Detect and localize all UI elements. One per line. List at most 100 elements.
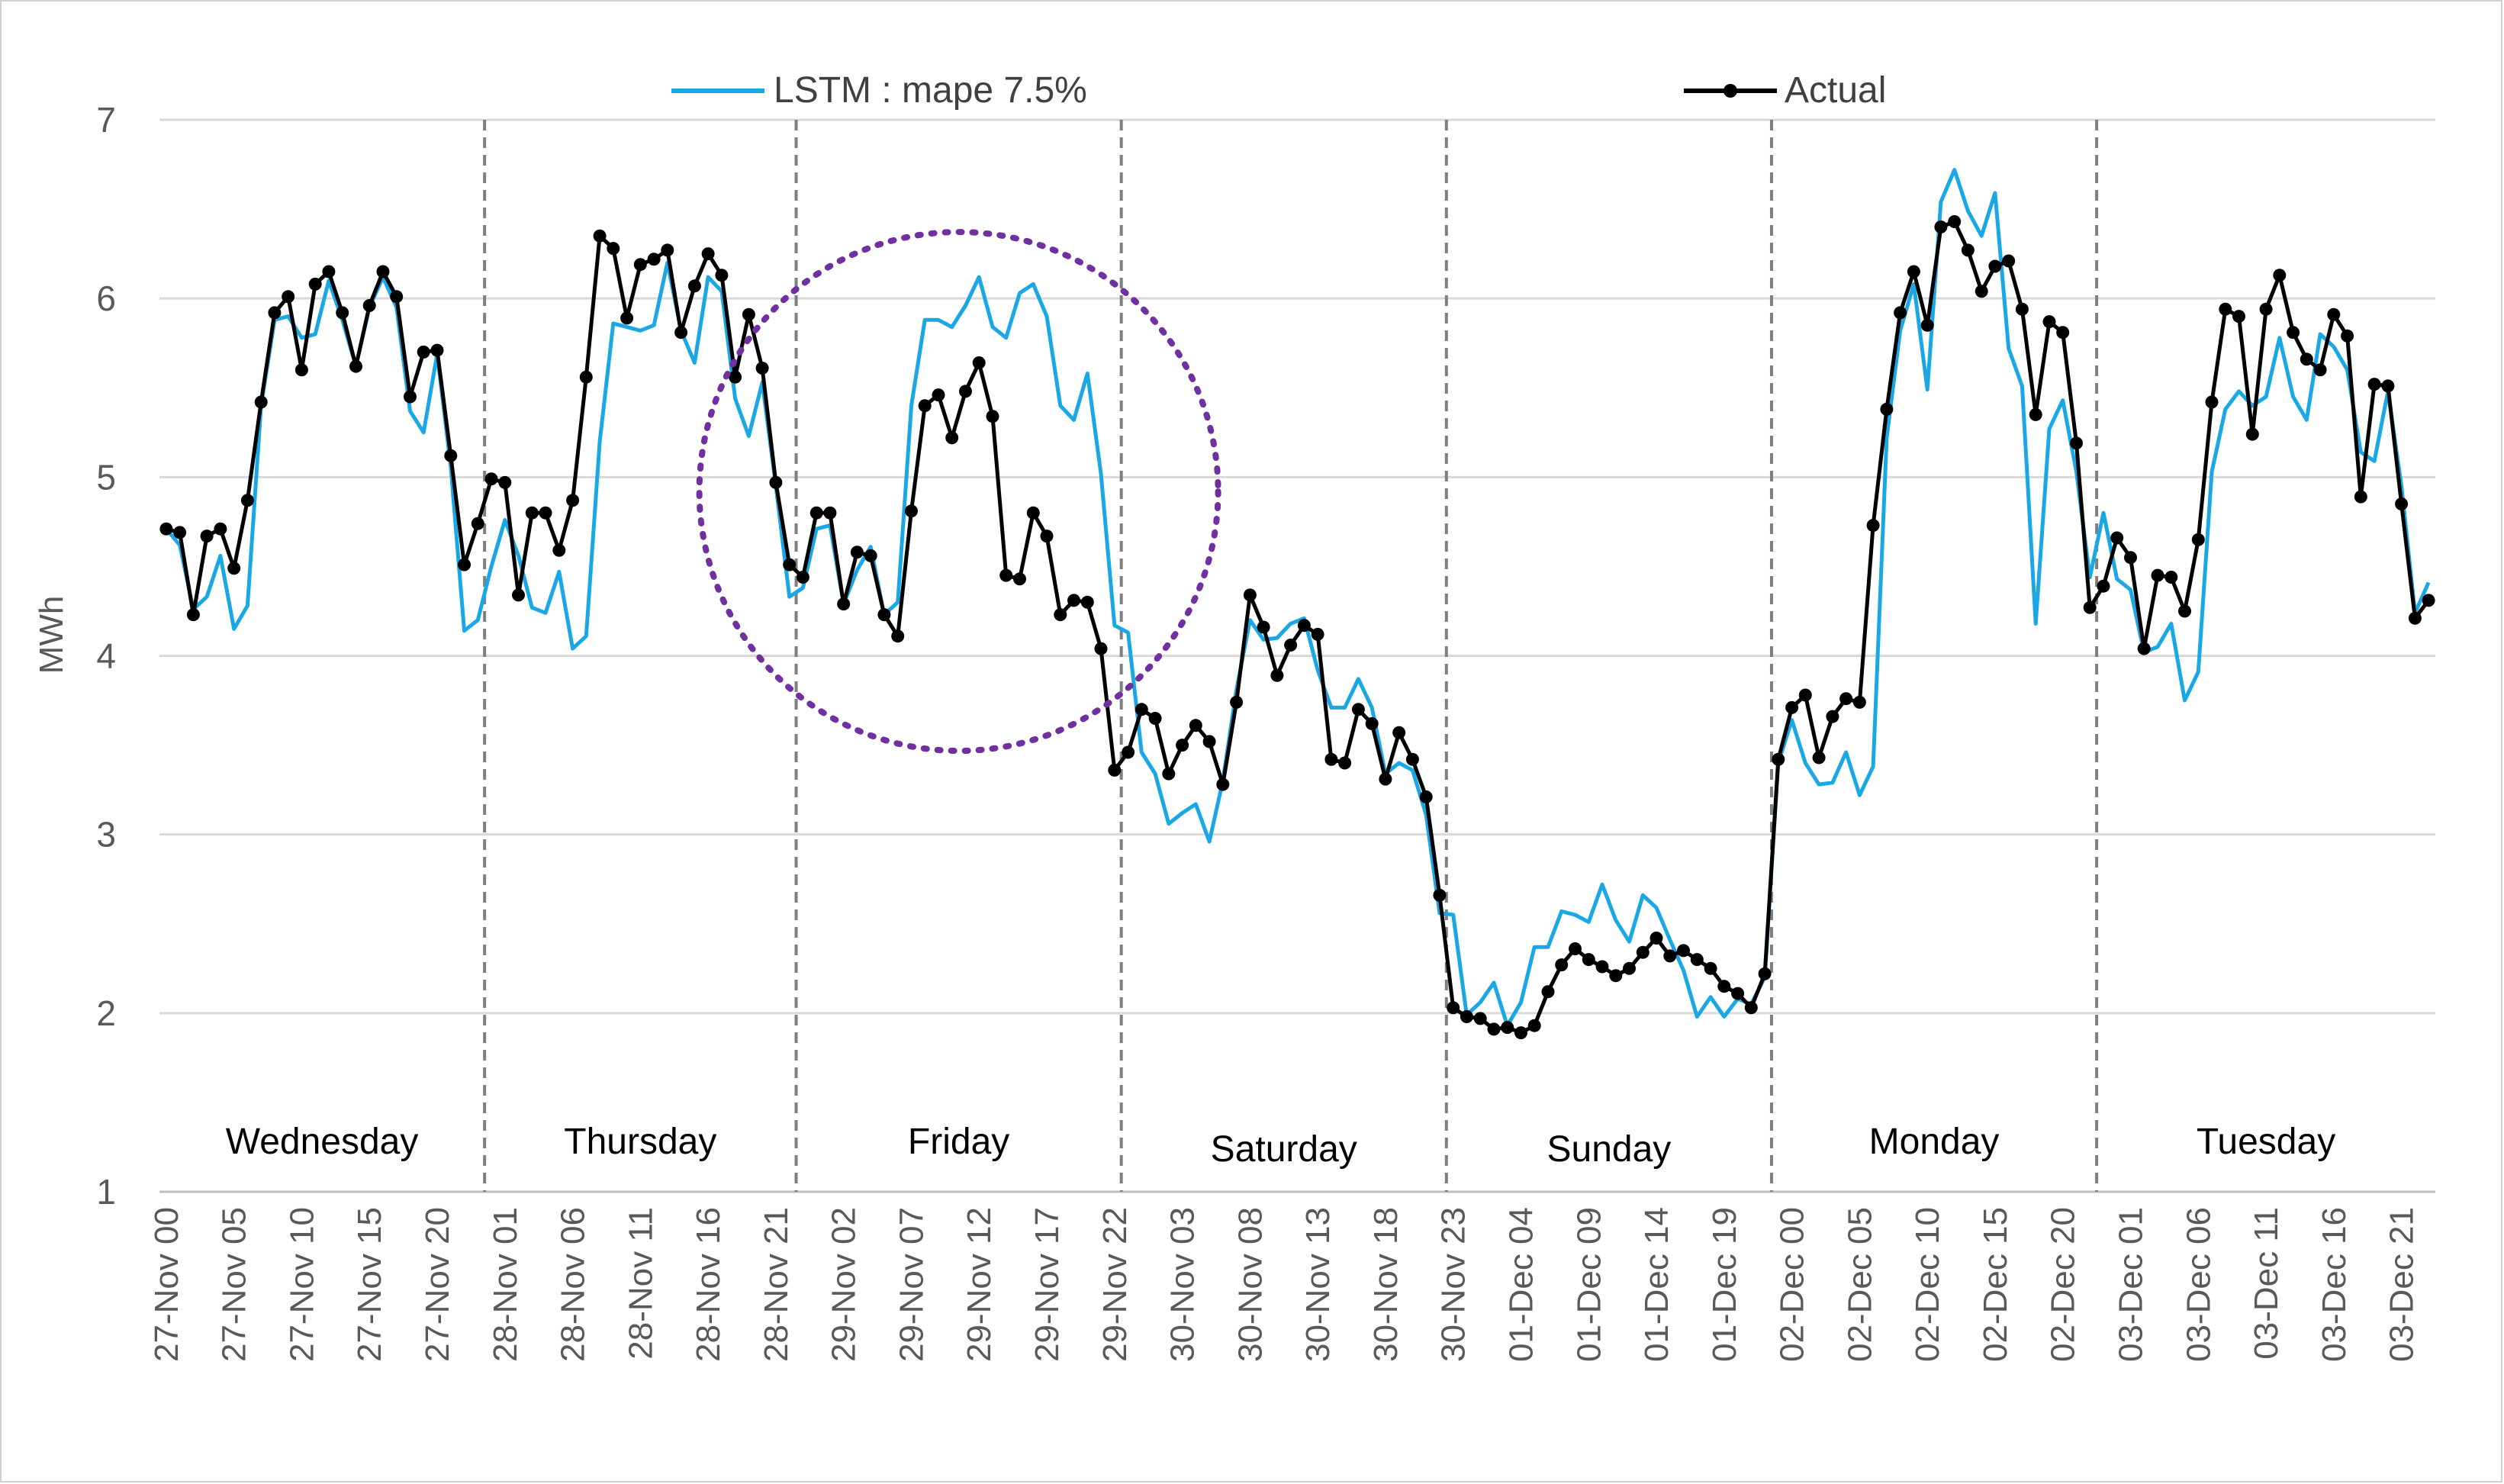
data-point bbox=[891, 629, 905, 643]
data-point bbox=[1731, 987, 1745, 1000]
data-point bbox=[593, 229, 607, 243]
data-point bbox=[1487, 1022, 1501, 1036]
data-point bbox=[1433, 888, 1447, 902]
x-tick-label: 29-Nov 12 bbox=[961, 1207, 998, 1362]
data-point bbox=[755, 362, 769, 375]
data-point bbox=[674, 326, 688, 340]
data-point bbox=[2259, 302, 2273, 316]
data-point bbox=[742, 307, 755, 321]
data-point bbox=[1852, 695, 1866, 709]
data-point bbox=[620, 311, 634, 325]
data-point bbox=[918, 399, 932, 413]
data-point bbox=[2367, 378, 2381, 391]
data-point bbox=[1067, 594, 1080, 607]
data-point bbox=[1419, 790, 1433, 803]
data-point bbox=[2124, 551, 2137, 565]
data-point bbox=[1392, 726, 1406, 739]
data-point bbox=[173, 526, 187, 539]
x-tick-label: 29-Nov 17 bbox=[1028, 1207, 1066, 1362]
highlight-ellipse bbox=[696, 229, 1221, 755]
x-tick-label: 27-Nov 05 bbox=[216, 1207, 253, 1362]
data-point bbox=[1907, 265, 1920, 278]
data-point bbox=[2327, 307, 2341, 321]
data-point bbox=[1812, 751, 1826, 765]
data-point bbox=[1189, 719, 1202, 732]
data-point bbox=[1351, 703, 1365, 716]
data-point bbox=[2341, 329, 2354, 343]
data-point bbox=[769, 475, 783, 489]
x-tick-label: 01-Dec 04 bbox=[1502, 1207, 1540, 1362]
data-point bbox=[2313, 363, 2327, 377]
data-point bbox=[986, 410, 999, 423]
data-point bbox=[823, 506, 837, 520]
day-dividers bbox=[483, 120, 2099, 1192]
data-point bbox=[2178, 604, 2191, 618]
data-point bbox=[2002, 254, 2016, 268]
data-point bbox=[1148, 712, 1162, 725]
data-point bbox=[1379, 772, 1392, 786]
data-point bbox=[1284, 639, 1298, 652]
data-point bbox=[837, 597, 851, 611]
data-point bbox=[1609, 969, 1623, 983]
data-point bbox=[1744, 1001, 1758, 1015]
data-point bbox=[1338, 756, 1352, 770]
highlight-circle bbox=[696, 229, 1221, 755]
data-point bbox=[1501, 1021, 1514, 1035]
data-point bbox=[1013, 572, 1026, 586]
data-point bbox=[2300, 352, 2313, 366]
data-point bbox=[2354, 490, 2367, 504]
data-point bbox=[796, 571, 809, 584]
data-point bbox=[1311, 627, 1324, 641]
x-tick-label: 27-Nov 15 bbox=[351, 1207, 388, 1362]
data-point bbox=[254, 395, 268, 409]
x-tick-label: 01-Dec 09 bbox=[1570, 1207, 1608, 1362]
data-point bbox=[1040, 530, 1054, 543]
x-tick-label: 28-Nov 06 bbox=[555, 1207, 592, 1362]
data-point bbox=[214, 522, 227, 536]
day-label: Monday bbox=[1869, 1122, 2000, 1162]
data-point bbox=[159, 522, 173, 536]
data-point bbox=[1975, 285, 1988, 298]
data-point bbox=[1162, 767, 1176, 781]
x-tick-label: 27-Nov 00 bbox=[148, 1207, 185, 1362]
day-label: Saturday bbox=[1211, 1129, 1357, 1170]
x-tick-label: 03-Dec 21 bbox=[2383, 1207, 2421, 1362]
data-point bbox=[1961, 243, 1975, 257]
data-point bbox=[2083, 600, 2097, 614]
data-point bbox=[2097, 579, 2110, 593]
data-point bbox=[2273, 269, 2287, 282]
x-tick-label: 28-Nov 01 bbox=[487, 1207, 524, 1362]
data-point bbox=[2015, 302, 2029, 316]
y-tick-label: 2 bbox=[96, 993, 116, 1033]
data-point bbox=[1460, 1010, 1473, 1023]
x-tick-label: 30-Nov 18 bbox=[1367, 1207, 1405, 1362]
data-point bbox=[308, 277, 322, 291]
data-point bbox=[1243, 588, 1257, 602]
data-point bbox=[729, 370, 742, 384]
data-point bbox=[1839, 692, 1853, 706]
x-tick-label: 02-Dec 15 bbox=[1977, 1207, 2014, 1362]
x-tick-label: 02-Dec 20 bbox=[2045, 1207, 2082, 1362]
data-point bbox=[498, 475, 512, 489]
data-point bbox=[1717, 980, 1731, 993]
data-point bbox=[458, 558, 471, 571]
data-point bbox=[2219, 302, 2232, 316]
data-point bbox=[268, 306, 282, 320]
legend-marker-actual bbox=[1724, 84, 1737, 98]
data-point bbox=[1772, 752, 1785, 766]
x-tick-label: 03-Dec 01 bbox=[2112, 1207, 2149, 1362]
data-point bbox=[1948, 215, 1962, 228]
x-tick-label: 02-Dec 10 bbox=[1909, 1207, 1946, 1362]
data-point bbox=[607, 242, 620, 256]
data-point bbox=[1880, 402, 1894, 416]
data-point bbox=[349, 359, 362, 373]
data-point bbox=[2381, 379, 2395, 393]
x-tick-label: 03-Dec 16 bbox=[2316, 1207, 2353, 1362]
data-point bbox=[1202, 735, 1216, 748]
data-point bbox=[2029, 407, 2042, 421]
y-tick-label: 1 bbox=[96, 1172, 116, 1212]
data-point bbox=[404, 390, 417, 404]
y-tick-label: 6 bbox=[96, 278, 116, 318]
data-point bbox=[1934, 221, 1948, 233]
data-point bbox=[539, 506, 552, 520]
